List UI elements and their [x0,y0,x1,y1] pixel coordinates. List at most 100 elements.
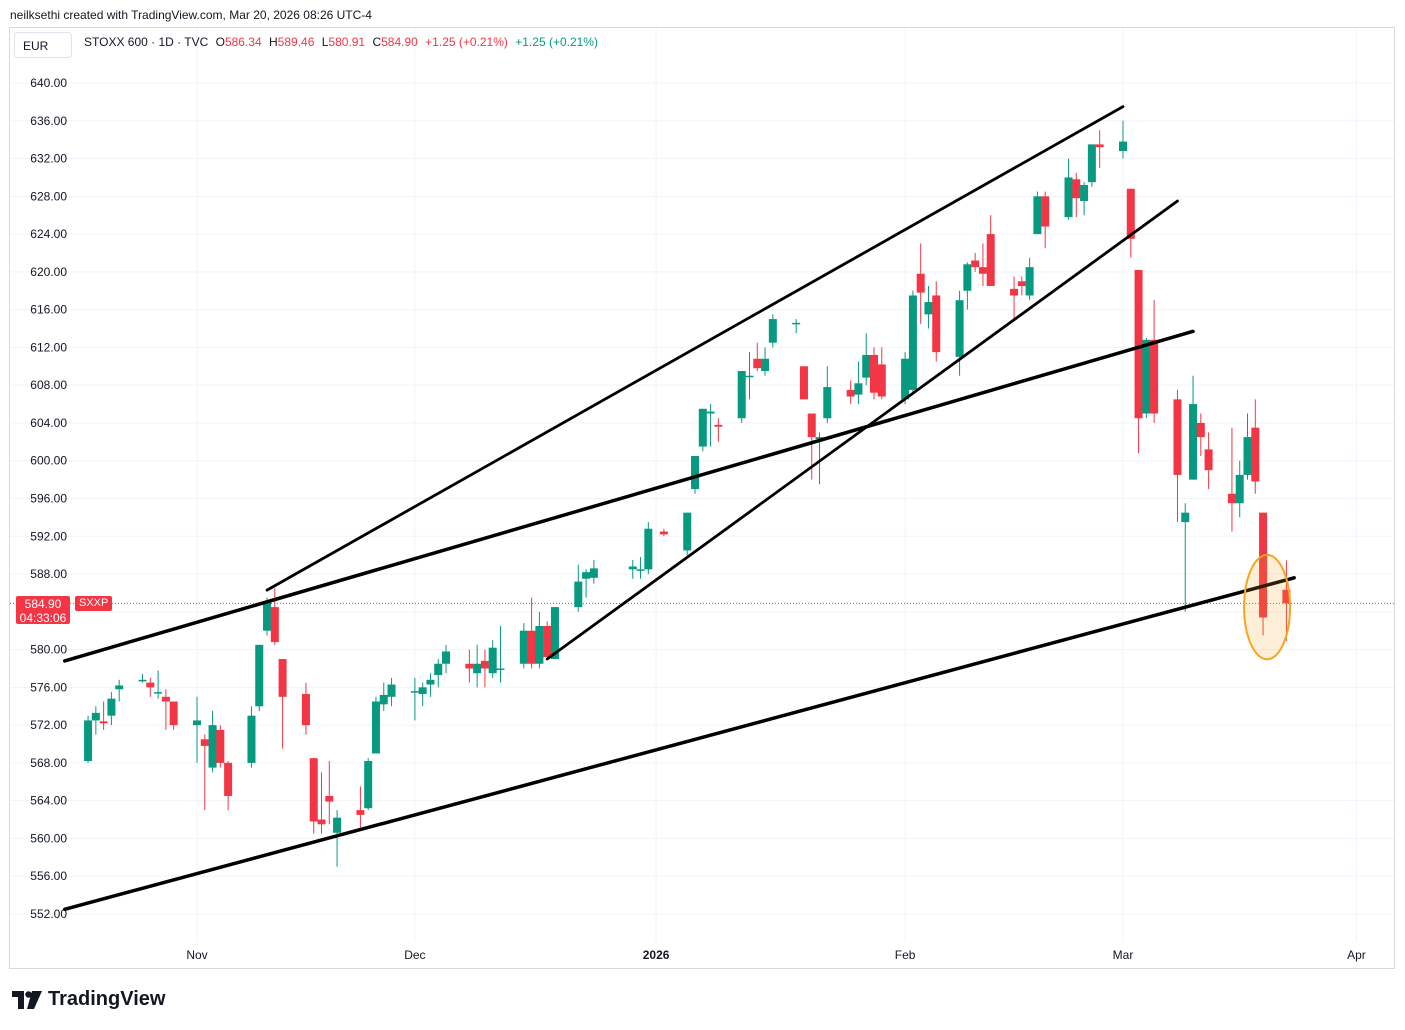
candle-body [1033,196,1042,235]
candle-body [161,696,170,702]
tradingview-logo-icon [12,990,42,1009]
candle [768,314,777,348]
candle [224,761,233,811]
candle [193,696,201,763]
candle-body [1259,512,1268,618]
candle [1243,413,1252,480]
candle [115,679,124,702]
candle [714,418,723,442]
candle [706,404,715,447]
candle-body [379,694,388,705]
y-tick-label: 600.00 [30,454,67,468]
candle [418,682,427,707]
candle-body [589,568,598,578]
y-tick-label: 608.00 [30,378,67,392]
candle [1126,188,1135,258]
candle [901,352,910,405]
candle [792,319,801,334]
candle-body [854,383,863,395]
candle [1080,182,1089,216]
candle-body [1173,399,1182,475]
x-axis-ticks: Nov Dec 2026 Feb Mar Apr [186,948,1365,962]
candle-body [1150,339,1159,414]
candle [644,522,653,575]
candle [1181,503,1190,612]
candle-body [115,685,124,690]
candle-body [535,625,544,664]
candle [550,607,559,660]
candle [99,701,108,730]
legend-symbol: STOXX 600 · 1D · TVC [84,35,209,49]
candle-body [138,679,147,682]
candle [1227,427,1236,532]
candle [589,559,598,584]
candle-body [410,691,419,693]
legend-change-secondary: +1.25 (+0.21%) [515,35,598,49]
candle [628,559,637,579]
attribution-text: neilksethi created with TradingView.com,… [10,8,372,22]
candle [169,701,178,730]
candle-body [193,720,201,726]
candle-body [473,663,482,674]
candle [1017,276,1026,296]
candle [465,649,474,683]
candle-body [916,273,925,293]
candle [978,243,987,287]
candle-body [1204,449,1213,471]
candle-body [691,456,700,490]
candle-body [169,701,178,726]
candle-body [869,354,878,393]
candle [823,366,832,423]
tradingview-logo[interactable]: TradingView [12,988,165,1011]
candle-body [698,408,707,447]
candle-body [877,364,886,397]
candle [1025,257,1034,301]
y-tick-label: 604.00 [30,416,67,430]
y-tick-label: 580.00 [30,643,67,657]
candle-body [963,264,972,291]
candle-body [1064,177,1073,218]
candle [854,361,863,405]
candle [932,281,941,362]
y-tick-label: 628.00 [30,189,67,203]
candle-body [1189,404,1198,480]
candle [659,528,668,537]
candle-body [550,607,559,660]
candle-body [356,810,365,815]
candle-body [154,692,163,694]
candle-body [628,566,637,570]
symbol-tag: SXXP [75,596,113,611]
candle-body [683,512,692,551]
candle [364,758,373,811]
candle [91,706,100,735]
candle-body [387,684,396,697]
candle-body [208,725,217,768]
legend-change: +1.25 (+0.21%) [425,35,508,49]
candle [1251,399,1260,494]
candle [200,734,209,811]
currency-selector[interactable]: EUR [14,32,72,58]
candle [84,715,93,763]
candle [807,413,816,480]
candle [1095,130,1104,168]
candle [846,380,855,405]
candle-body [1087,144,1096,183]
candle [1173,389,1182,523]
candle-body [1126,188,1135,239]
candle-body [659,531,668,535]
candle-body [823,387,832,419]
candle [862,333,871,386]
candle [543,621,552,658]
candle [1134,269,1143,454]
candle-body [1235,474,1244,504]
x-tick-label: 2026 [643,948,670,962]
candle-body [932,295,941,353]
candle [753,342,762,372]
candle-body [792,322,801,325]
candle-body [737,371,746,419]
candle [869,347,878,400]
candle [698,408,707,452]
candle-body [978,267,987,274]
candle-body [216,729,225,763]
